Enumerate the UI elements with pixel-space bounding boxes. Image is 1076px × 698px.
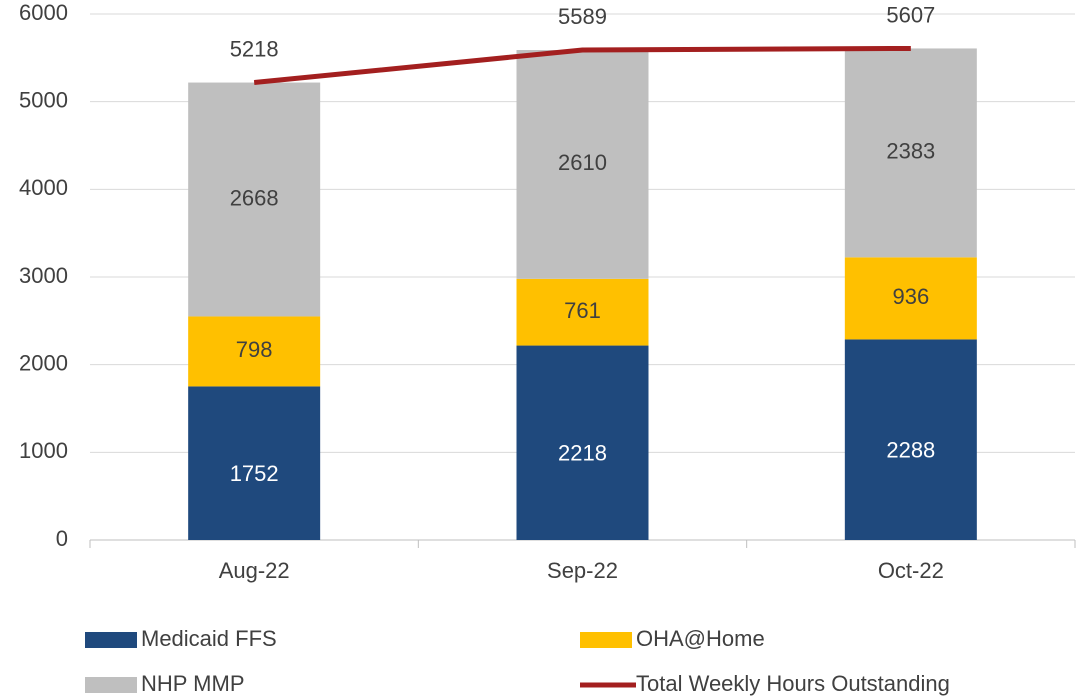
legend-swatch [85, 677, 137, 693]
data-label: 798 [236, 337, 273, 362]
data-label: 1752 [230, 461, 279, 486]
bar-segment [516, 50, 649, 279]
data-label: 2668 [230, 185, 279, 210]
data-label: 761 [564, 298, 601, 323]
x-tick-label: Aug-22 [219, 558, 290, 583]
y-tick-label: 0 [56, 526, 68, 551]
bar-segment [188, 82, 321, 317]
data-label: 2218 [558, 441, 607, 466]
data-label: 2383 [886, 139, 935, 164]
legend-label: Medicaid FFS [141, 626, 277, 651]
legend-swatch [85, 632, 137, 648]
data-label: 936 [892, 284, 929, 309]
line-data-label: 5589 [558, 4, 607, 29]
data-label: 2288 [886, 438, 935, 463]
legend-label: NHP MMP [141, 671, 245, 696]
bar-segment [516, 278, 649, 346]
line-data-label: 5607 [886, 2, 935, 27]
y-tick-label: 4000 [19, 175, 68, 200]
legend-label: Total Weekly Hours Outstanding [636, 671, 950, 696]
bar-segment [844, 48, 977, 258]
y-tick-label: 2000 [19, 350, 68, 375]
line-series [253, 45, 911, 86]
x-tick-label: Sep-22 [547, 558, 618, 583]
legend-label: OHA@Home [636, 626, 765, 651]
bar-segment [844, 257, 977, 340]
legend-swatch [580, 632, 632, 648]
bar-segment [188, 316, 321, 387]
x-tick-label: Oct-22 [878, 558, 944, 583]
y-tick-label: 1000 [19, 438, 68, 463]
y-tick-label: 5000 [19, 87, 68, 112]
y-tick-label: 6000 [19, 0, 68, 25]
bar-segment [844, 339, 977, 540]
line-data-label: 5218 [230, 36, 279, 61]
y-tick-label: 3000 [19, 263, 68, 288]
bar-segment [516, 345, 649, 540]
bar-segment [188, 386, 321, 540]
data-label: 2610 [558, 150, 607, 175]
